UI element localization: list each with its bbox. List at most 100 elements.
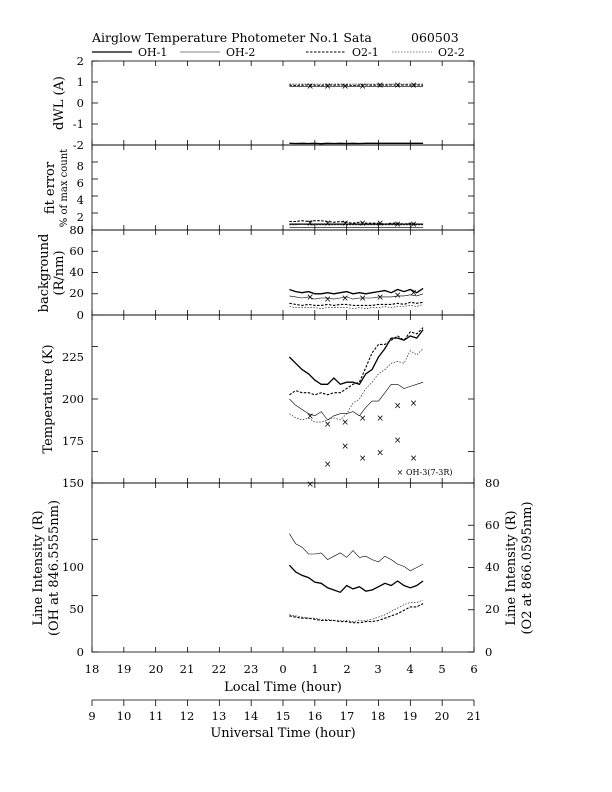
data-marker: × [376,81,384,91]
local-tick: 20 [149,662,164,676]
series-line-o2-1 [289,603,424,624]
local-tick: 18 [85,662,100,676]
temp-ytick-labels: 225 200 175 [62,350,84,448]
data-marker: × [341,294,349,304]
data-marker: × [394,291,402,301]
int-ylabel-line2: (OH at 846.5555nm) [47,500,62,636]
series-line-o2-1 [289,84,424,86]
ut-tick: 21 [467,709,482,723]
data-marker: × [324,420,332,430]
bg-ytick: 0 [77,308,84,322]
data-marker: × [376,449,384,459]
legend-label-o21: O2-1 [352,46,379,59]
data-marker: × [376,293,384,303]
bg-ytick: 20 [69,286,84,300]
local-tick: 3 [374,662,381,676]
data-marker: × [410,220,418,230]
temp-marker-annotation: OH-3(7-3R) [406,468,452,477]
ut-axis-ticks [91,700,475,706]
local-tick: 22 [212,662,227,676]
panel-fit-frame [91,144,475,231]
series-line-o2-1 [289,301,424,306]
data-marker: × [306,293,314,303]
dwl-ytick-labels: 2 1 0 -1 -2 [73,54,84,152]
figure-date: 060503 [411,30,459,45]
ut-tick: 20 [435,709,450,723]
data-marker: × [394,436,402,446]
data-marker: × [341,418,349,428]
data-marker: × [410,399,418,409]
temp-marker-annotation-x: × [397,468,404,477]
fit-ylabel-line2: % of max count [59,149,70,227]
legend: OH-1 OH-2 O2-1 O2-2 [92,46,465,59]
int-rtick: 60 [485,518,500,532]
series-line-oh-1 [288,329,424,386]
data-marker: × [324,295,332,305]
dwl-ylabel: dWL (A) [52,76,67,130]
int-ytick: 150 [62,476,84,490]
plot-layer: × × × × × × × × × × × × × × × × × × × × × × × × × × × × × × × × × × × [91,60,475,653]
ut-tick: 15 [276,709,291,723]
dwl-ytick: 0 [77,96,84,110]
series-line-oh-2 [289,381,424,421]
local-tick: 6 [470,662,477,676]
data-marker: × [306,82,314,92]
data-marker: × [410,81,418,91]
dwl-ytick: -2 [73,138,84,152]
local-time-label: Local Time (hour) [224,680,342,695]
ut-tick: 12 [180,709,195,723]
bg-ytick: 40 [69,265,84,279]
fit-ytick: 2 [77,210,84,224]
dwl-ytick: -1 [73,117,84,131]
series-line-oh-1 [289,287,424,295]
data-marker: × [306,219,314,229]
local-tick: 21 [180,662,195,676]
series-line-o2-2 [289,599,424,622]
data-marker: × [394,401,402,411]
data-marker: × [341,219,349,229]
data-marker: × [324,460,332,470]
bg-ytick: 80 [69,223,84,237]
ut-tick: 9 [88,709,95,723]
fit-ytick: 6 [77,176,84,190]
data-marker: × [376,219,384,229]
fit-ytick: 8 [77,159,84,173]
fit-ylabel-line1: fit error [43,161,58,214]
int-rtick: 80 [485,476,500,490]
panel-bg-frame [91,229,475,316]
series-line-o2-1 [289,327,424,396]
bg-ytick-labels: 80 60 40 20 0 [69,223,84,322]
int-ytick-labels: 150 100 50 0 [62,476,84,659]
bg-ylabel-line2: (R/nm) [52,250,67,295]
bg-ylabel-line1: background [37,234,52,313]
temp-ytick: 225 [62,350,84,364]
dwl-ytick: 2 [77,54,84,68]
bg-ytick: 60 [69,244,84,258]
data-marker: × [359,454,367,464]
data-marker: × [359,294,367,304]
data-marker: × [359,219,367,229]
data-marker: × [376,414,384,424]
local-tick: 2 [343,662,350,676]
local-tick: 1 [311,662,318,676]
ut-tick: 13 [212,709,227,723]
series-line-o2-2 [289,304,424,309]
temp-ytick: 175 [62,434,84,448]
int-right-ylabel-line2: (O2 at 866.0595nm) [520,501,535,634]
fit-ytick: 0 [77,223,84,237]
legend-label-oh1: OH-1 [138,46,167,59]
data-marker: × [306,412,314,422]
ut-label: Universal Time (hour) [210,726,355,741]
data-marker: × [410,454,418,464]
data-marker: × [359,414,367,424]
series-line-o2-1 [289,220,424,225]
legend-label-o22: O2-2 [438,46,465,59]
data-marker: × [341,82,349,92]
temp-ylabel: Temperature (K) [41,344,56,453]
local-tick: 5 [438,662,445,676]
panel-dwl-frame [91,60,475,146]
int-ytick: 0 [77,645,84,659]
int-rtick: 40 [485,560,500,574]
local-tick: 19 [117,662,132,676]
